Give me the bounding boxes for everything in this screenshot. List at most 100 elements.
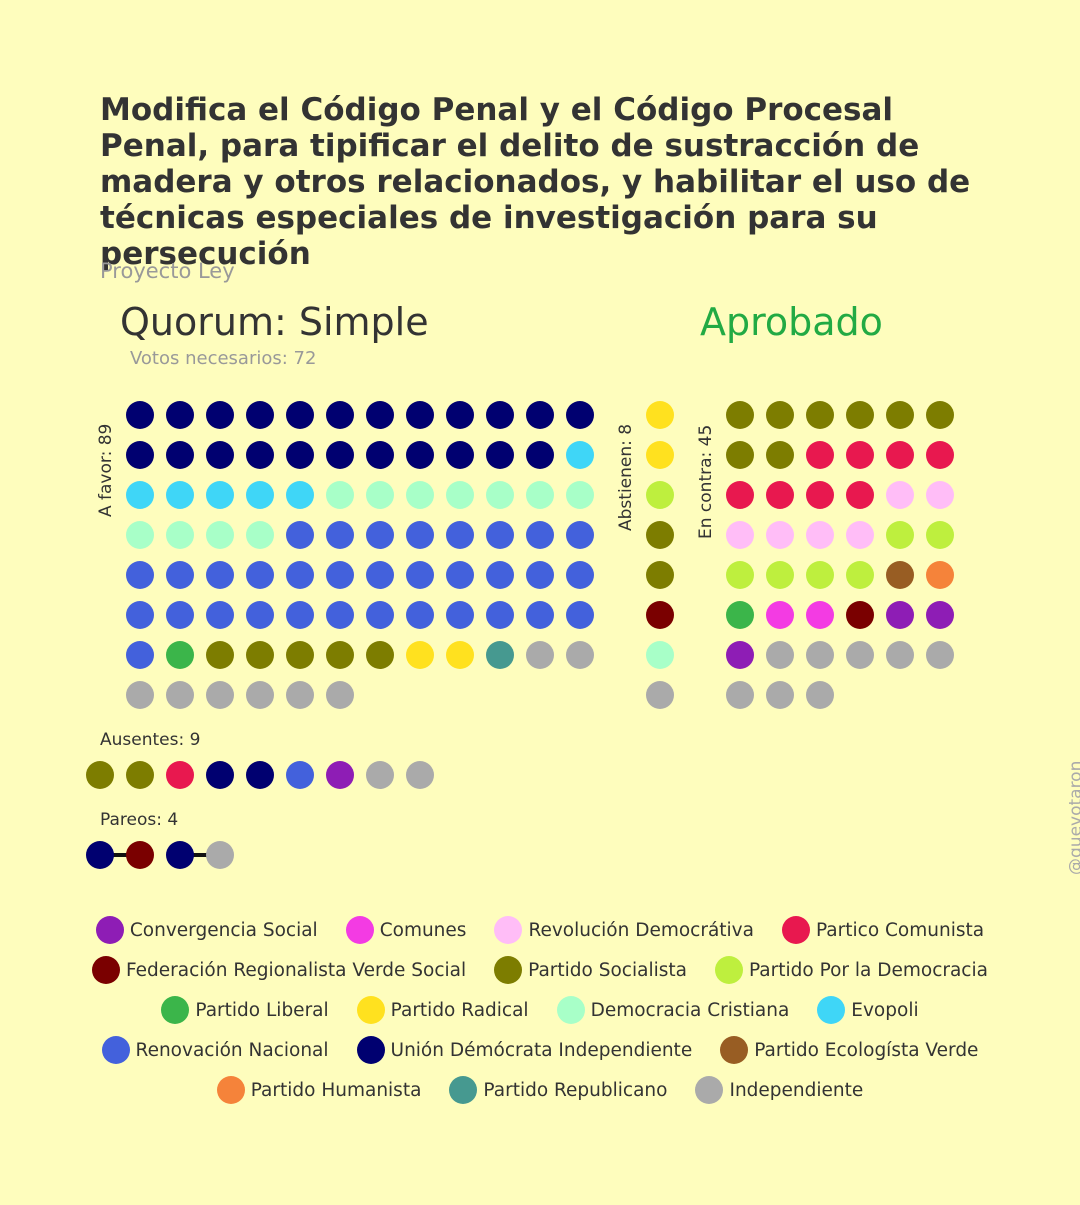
vote-dot-favor-36 [126, 521, 154, 549]
vote-dot-favor-0 [126, 401, 154, 429]
vote-dot-pareos-3 [206, 841, 234, 869]
vote-dot-favor-73 [166, 641, 194, 669]
result-label: Aprobado [700, 300, 883, 344]
vote-dot-contra-2 [806, 401, 834, 429]
vote-dot-favor-17 [326, 441, 354, 469]
vote-dot-favor-53 [326, 561, 354, 589]
vote-dot-favor-31 [406, 481, 434, 509]
group-label-pareos: Pareos: 4 [100, 810, 179, 830]
vote-dot-favor-68 [446, 601, 474, 629]
vote-dot-contra-10 [886, 441, 914, 469]
vote-dot-favor-22 [526, 441, 554, 469]
vote-dot-favor-60 [126, 601, 154, 629]
vote-dot-favor-14 [206, 441, 234, 469]
vote-dot-contra-32 [806, 601, 834, 629]
vote-dot-favor-59 [566, 561, 594, 589]
vote-dot-favor-43 [406, 521, 434, 549]
vote-dot-favor-79 [406, 641, 434, 669]
vote-dot-abstienen-1 [646, 441, 674, 469]
vote-dot-favor-27 [246, 481, 274, 509]
chart-subtitle: Proyecto Ley [100, 259, 235, 283]
vote-dot-abstienen-0 [646, 401, 674, 429]
legend-item-com: Comunes [345, 916, 466, 944]
vote-dot-abstienen-5 [646, 601, 674, 629]
legend-label: Partido Humanista [250, 1079, 422, 1101]
vote-dot-abstienen-2 [646, 481, 674, 509]
vote-dot-contra-39 [846, 641, 874, 669]
vote-dot-pareos-1 [126, 841, 154, 869]
vote-dot-favor-71 [566, 601, 594, 629]
vote-dot-ausentes-2 [166, 761, 194, 789]
legend-item-cs: Convergencia Social [95, 916, 318, 944]
vote-dot-favor-35 [566, 481, 594, 509]
vote-dot-favor-83 [566, 641, 594, 669]
legend-label: Partido Liberal [195, 999, 329, 1021]
vote-dot-favor-6 [366, 401, 394, 429]
legend-item-rep: Partido Republicano [449, 1076, 667, 1104]
vote-dot-contra-29 [926, 561, 954, 589]
vote-dot-favor-58 [526, 561, 554, 589]
vote-dot-ausentes-4 [246, 761, 274, 789]
vote-dot-favor-44 [446, 521, 474, 549]
vote-dot-contra-5 [926, 401, 954, 429]
vote-dot-contra-20 [806, 521, 834, 549]
vote-dot-contra-19 [766, 521, 794, 549]
legend-item-evo: Evopoli [817, 996, 919, 1024]
vote-dot-favor-9 [486, 401, 514, 429]
vote-dot-favor-82 [526, 641, 554, 669]
vote-dot-ausentes-3 [206, 761, 234, 789]
legend-item-pl: Partido Liberal [161, 996, 329, 1024]
vote-dot-favor-64 [286, 601, 314, 629]
vote-dot-favor-8 [446, 401, 474, 429]
vote-dot-favor-39 [246, 521, 274, 549]
vote-dot-favor-3 [246, 401, 274, 429]
vote-dot-contra-7 [766, 441, 794, 469]
legend-swatch [494, 956, 523, 984]
vote-dot-favor-72 [126, 641, 154, 669]
vote-dot-favor-33 [486, 481, 514, 509]
vote-dot-abstienen-4 [646, 561, 674, 589]
vote-dot-contra-21 [846, 521, 874, 549]
vote-dot-favor-42 [366, 521, 394, 549]
vote-dot-abstienen-7 [646, 681, 674, 709]
vote-dot-ausentes-1 [126, 761, 154, 789]
legend-swatch [720, 1036, 749, 1064]
vote-dot-favor-61 [166, 601, 194, 629]
vote-dot-contra-31 [766, 601, 794, 629]
vote-dot-favor-52 [286, 561, 314, 589]
vote-dot-contra-28 [886, 561, 914, 589]
vote-dot-favor-11 [566, 401, 594, 429]
legend-swatch [494, 916, 523, 944]
group-label-favor: A favor: 89 [96, 423, 116, 517]
vote-dot-favor-29 [326, 481, 354, 509]
pareo-link-0 [100, 853, 140, 857]
vote-dot-favor-66 [366, 601, 394, 629]
vote-dot-favor-62 [206, 601, 234, 629]
vote-dot-favor-54 [366, 561, 394, 589]
vote-dot-favor-46 [526, 521, 554, 549]
vote-dot-contra-9 [846, 441, 874, 469]
vote-dot-favor-24 [126, 481, 154, 509]
vote-dot-pareos-2 [166, 841, 194, 869]
vote-dot-contra-43 [766, 681, 794, 709]
chart-title: Modifica el Código Penal y el Código Pro… [100, 92, 971, 272]
vote-dot-favor-28 [286, 481, 314, 509]
vote-dot-favor-41 [326, 521, 354, 549]
vote-dot-favor-32 [446, 481, 474, 509]
vote-dot-ausentes-7 [366, 761, 394, 789]
vote-dot-favor-37 [166, 521, 194, 549]
vote-dot-favor-19 [406, 441, 434, 469]
vote-dot-contra-11 [926, 441, 954, 469]
legend-label: Partido Socialista [528, 959, 687, 981]
watermark: @quevotaron [1066, 760, 1080, 875]
legend-item-udi: Unión Démócrata Independiente [356, 1036, 692, 1064]
legend-item-rd: Revolución Democrátiva [494, 916, 754, 944]
vote-dot-favor-85 [166, 681, 194, 709]
legend-swatch [714, 956, 743, 984]
vote-dot-favor-16 [286, 441, 314, 469]
vote-dot-favor-20 [446, 441, 474, 469]
vote-dot-contra-22 [886, 521, 914, 549]
legend-item-rn: Renovación Nacional [101, 1036, 329, 1064]
legend-swatch [356, 1036, 385, 1064]
vote-dot-contra-16 [886, 481, 914, 509]
